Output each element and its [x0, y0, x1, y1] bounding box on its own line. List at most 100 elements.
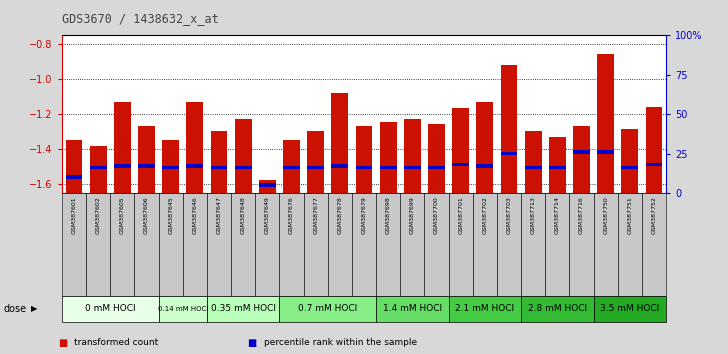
Bar	[525, 166, 542, 170]
Bar	[159, 296, 207, 322]
Bar	[549, 137, 566, 193]
Bar	[207, 296, 280, 322]
Bar	[573, 126, 590, 193]
Bar	[114, 102, 131, 193]
Text: GSM387716: GSM387716	[579, 196, 584, 234]
Bar	[376, 296, 448, 322]
Bar	[597, 150, 614, 154]
Bar	[549, 166, 566, 170]
Bar	[135, 193, 159, 296]
Bar	[90, 145, 106, 193]
Bar	[573, 150, 590, 154]
Bar	[259, 180, 276, 193]
Bar	[476, 164, 494, 168]
Text: GSM387752: GSM387752	[652, 196, 657, 234]
Text: GSM387750: GSM387750	[604, 196, 608, 234]
Bar	[231, 193, 256, 296]
Bar	[355, 126, 373, 193]
Bar	[622, 129, 638, 193]
Text: 0.7 mM HOCl: 0.7 mM HOCl	[298, 304, 357, 313]
Bar	[597, 54, 614, 193]
Text: percentile rank within the sample: percentile rank within the sample	[264, 338, 416, 347]
Bar	[646, 107, 662, 193]
Bar	[525, 131, 542, 193]
Text: 2.8 mM HOCl: 2.8 mM HOCl	[528, 304, 587, 313]
Text: GSM387648: GSM387648	[241, 196, 245, 234]
Bar	[380, 166, 397, 170]
Bar	[183, 193, 207, 296]
Bar	[521, 193, 545, 296]
Text: GSM387602: GSM387602	[95, 196, 100, 234]
Bar	[448, 296, 521, 322]
Bar	[476, 102, 494, 193]
Bar	[66, 141, 82, 193]
Text: ▶: ▶	[31, 304, 37, 313]
Text: GSM387679: GSM387679	[362, 196, 366, 234]
Bar	[404, 166, 421, 170]
Text: GSM387645: GSM387645	[168, 196, 173, 234]
Bar	[138, 164, 155, 168]
Bar	[400, 193, 424, 296]
Text: GSM387676: GSM387676	[289, 196, 294, 234]
Bar	[593, 296, 666, 322]
Text: 0.14 mM HOCl: 0.14 mM HOCl	[157, 306, 208, 312]
Bar	[110, 193, 135, 296]
Text: ■: ■	[58, 338, 68, 348]
Bar	[256, 193, 280, 296]
Bar	[186, 164, 203, 168]
Bar	[622, 166, 638, 170]
Text: GSM387714: GSM387714	[555, 196, 560, 234]
Bar	[404, 119, 421, 193]
Bar	[307, 131, 324, 193]
Text: GSM387601: GSM387601	[71, 196, 76, 234]
Bar	[331, 93, 348, 193]
Bar	[138, 126, 155, 193]
Bar	[545, 193, 569, 296]
Text: 0.35 mM HOCl: 0.35 mM HOCl	[210, 304, 276, 313]
Bar	[62, 193, 86, 296]
Bar	[472, 193, 497, 296]
Text: GDS3670 / 1438632_x_at: GDS3670 / 1438632_x_at	[62, 12, 218, 25]
Text: GSM387606: GSM387606	[144, 196, 149, 234]
Bar	[307, 166, 324, 170]
Text: GSM387751: GSM387751	[628, 196, 633, 234]
Text: GSM387649: GSM387649	[265, 196, 270, 234]
Bar	[448, 193, 472, 296]
Bar	[210, 131, 227, 193]
Bar	[646, 163, 662, 166]
Text: 1.4 mM HOCl: 1.4 mM HOCl	[383, 304, 442, 313]
Text: 2.1 mM HOCl: 2.1 mM HOCl	[455, 304, 515, 313]
Bar	[210, 166, 227, 170]
Bar	[331, 164, 348, 168]
Text: GSM387646: GSM387646	[192, 196, 197, 234]
Bar	[159, 193, 183, 296]
Bar	[280, 193, 304, 296]
Text: GSM387701: GSM387701	[458, 196, 463, 234]
Bar	[501, 65, 518, 193]
Text: GSM387678: GSM387678	[337, 196, 342, 234]
Bar	[304, 193, 328, 296]
Bar	[376, 193, 400, 296]
Bar	[521, 296, 593, 322]
Bar	[593, 193, 618, 296]
Text: GSM387698: GSM387698	[386, 196, 391, 234]
Text: GSM387700: GSM387700	[434, 196, 439, 234]
Bar	[380, 122, 397, 193]
Bar	[186, 102, 203, 193]
Text: dose: dose	[4, 304, 27, 314]
Bar	[424, 193, 448, 296]
Bar	[162, 166, 179, 170]
Text: GSM387647: GSM387647	[216, 196, 221, 234]
Text: ■: ■	[248, 338, 257, 348]
Text: 0 mM HOCl: 0 mM HOCl	[85, 304, 135, 313]
Bar	[114, 164, 131, 168]
Bar	[497, 193, 521, 296]
Text: GSM387703: GSM387703	[507, 196, 512, 234]
Text: GSM387677: GSM387677	[313, 196, 318, 234]
Text: GSM387713: GSM387713	[531, 196, 536, 234]
Text: GSM387605: GSM387605	[120, 196, 124, 234]
Text: GSM387702: GSM387702	[483, 196, 487, 234]
Bar	[452, 108, 469, 193]
Bar	[86, 193, 110, 296]
Bar	[90, 166, 106, 170]
